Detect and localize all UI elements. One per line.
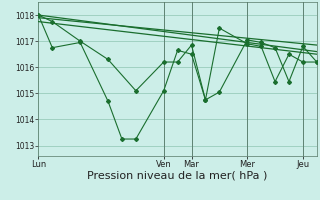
X-axis label: Pression niveau de la mer( hPa ): Pression niveau de la mer( hPa ) [87,171,268,181]
